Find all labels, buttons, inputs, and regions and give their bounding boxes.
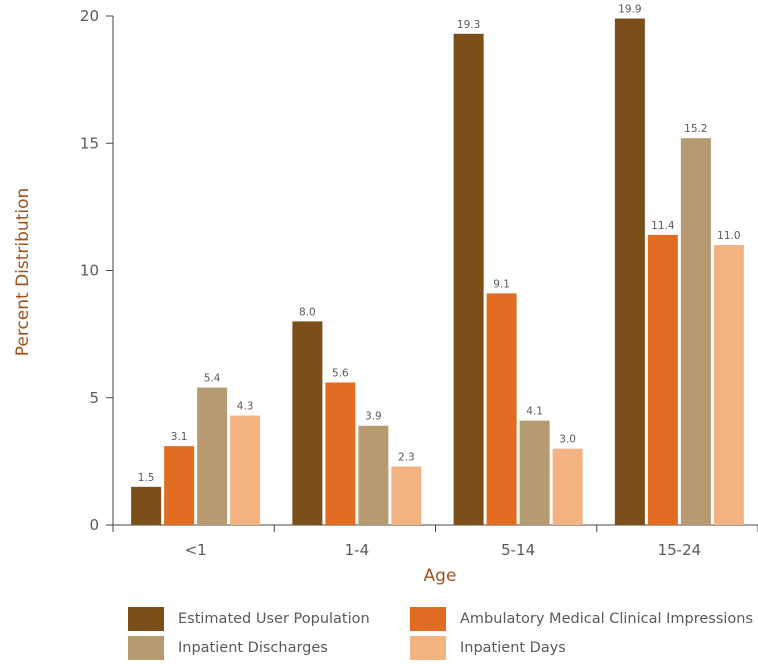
bar (325, 382, 356, 525)
data-label: 9.1 (493, 278, 510, 290)
x-tick-label: <1 (185, 541, 207, 559)
legend-item-estimated-user-population: Estimated User Population (128, 606, 370, 632)
y-tick-label: 20 (80, 7, 99, 25)
bars (131, 18, 744, 526)
legend-item-inpatient-days: Inpatient Days (410, 635, 566, 661)
y-axis-title: Percent Distribution (13, 188, 33, 357)
bar (647, 234, 678, 525)
bar (197, 387, 228, 525)
data-label: 3.9 (365, 411, 382, 423)
data-label: 19.9 (618, 4, 641, 16)
bar (358, 425, 389, 525)
legend-label: Inpatient Days (460, 640, 566, 656)
y-tick-label: 15 (80, 134, 99, 152)
legend-item-inpatient-discharges: Inpatient Discharges (128, 635, 328, 661)
bar-chart: 0 5 10 15 20 <1 1-4 5-14 15-24 1.5 3.1 5.4 4.3 8.0 5… (13, 4, 758, 586)
data-label: 4.1 (526, 406, 543, 418)
data-label: 2.3 (398, 451, 415, 463)
legend: Estimated User Population Ambulatory Med… (128, 606, 758, 662)
bar (164, 446, 195, 525)
x-tick-label: 15-24 (658, 541, 702, 559)
data-label: 15.2 (684, 123, 707, 135)
bar (713, 245, 744, 526)
y-tick-label: 5 (89, 389, 99, 407)
legend-label: Ambulatory Medical Clinical Impressions (460, 611, 754, 627)
bar (453, 33, 484, 525)
bar (486, 293, 517, 525)
y-tick-label: 10 (80, 262, 99, 280)
data-label: 3.0 (559, 434, 576, 446)
data-labels: 1.5 3.1 5.4 4.3 8.0 5.6 3.9 2.3 19.3 9.1 4.1 3.0 19.… (138, 4, 741, 484)
legend-item-ambulatory-medical-clinical-impressions: Ambulatory Medical Clinical Impressions (410, 606, 753, 632)
bar (292, 321, 323, 525)
data-label: 19.3 (457, 19, 480, 31)
x-axis: <1 1-4 5-14 15-24 (112, 524, 758, 559)
data-label: 1.5 (138, 472, 155, 484)
data-label: 5.4 (204, 373, 221, 385)
legend-swatch (410, 636, 446, 660)
legend-label: Estimated User Population (178, 611, 370, 627)
y-tick-label: 0 (89, 516, 99, 534)
x-tick-label: 1-4 (345, 541, 370, 559)
data-label: 4.3 (237, 401, 254, 413)
bar (230, 415, 261, 525)
legend-swatch (128, 607, 164, 631)
data-label: 11.0 (717, 230, 740, 242)
bar (680, 138, 711, 525)
bar (391, 466, 422, 525)
x-axis-title: Age (424, 566, 457, 586)
legend-label: Inpatient Discharges (178, 640, 328, 656)
data-label: 3.1 (171, 431, 188, 443)
x-tick-label: 5-14 (501, 541, 535, 559)
bar (519, 420, 550, 525)
data-label: 11.4 (651, 220, 675, 232)
y-axis: 0 5 10 15 20 (80, 7, 114, 534)
bar (131, 486, 162, 525)
bar (552, 448, 583, 525)
bar (614, 18, 645, 525)
legend-swatch (410, 607, 446, 631)
data-label: 8.0 (299, 306, 316, 318)
data-label: 5.6 (332, 367, 349, 379)
legend-swatch (128, 636, 164, 660)
